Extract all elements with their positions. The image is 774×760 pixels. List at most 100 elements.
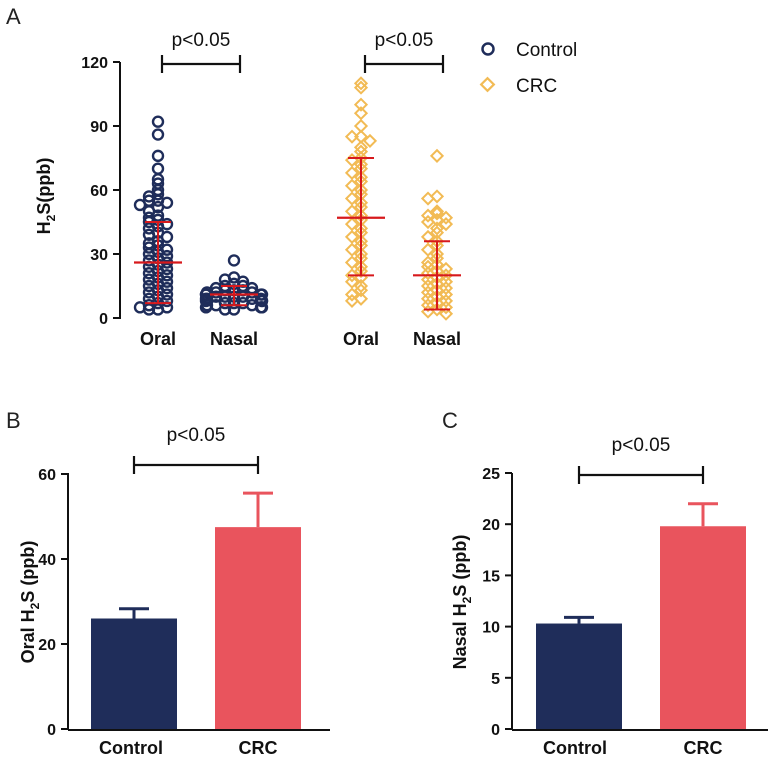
- data-point-crc: [420, 229, 436, 245]
- data-point-crc: [353, 106, 369, 121]
- panel-c-letter: C: [442, 408, 458, 433]
- panel-a-category-label: Nasal: [413, 329, 461, 349]
- data-point-crc: [344, 178, 360, 193]
- panel-c-bars: [536, 502, 746, 729]
- data-point-crc: [429, 225, 445, 240]
- data-point-control: [133, 198, 147, 212]
- data-point-control: [227, 254, 241, 267]
- data-point-crc: [362, 133, 378, 149]
- data-point-control: [151, 162, 165, 175]
- data-point-crc: [344, 229, 360, 245]
- panel-b-letter: B: [6, 408, 21, 433]
- data-point-crc: [344, 242, 360, 257]
- data-point-crc: [420, 242, 436, 257]
- data-point-crc: [438, 306, 454, 321]
- data-point-crc: [344, 217, 360, 232]
- panel-c-y-ticks: 0 5 10 15 20 25: [482, 466, 512, 739]
- data-point-crc: [344, 165, 360, 181]
- data-point-crc: [353, 174, 369, 189]
- panel-b-bars: [91, 491, 301, 729]
- panel-a-y-axis-label: H2S(ppb): [34, 158, 58, 235]
- panel-c-comparison: p<0.05: [577, 435, 705, 484]
- y-tick-label: 25: [482, 466, 500, 483]
- data-point-crc: [353, 80, 369, 95]
- panel-b-y-axis-label: Oral H2S (ppb): [18, 541, 42, 664]
- y-tick-label: 10: [482, 620, 500, 637]
- p-value-label: p<0.05: [375, 30, 434, 51]
- panel-a-points: [133, 76, 454, 321]
- legend-label-control: Control: [516, 40, 577, 61]
- data-point-crc: [353, 251, 369, 266]
- y-tick-label: 90: [90, 119, 108, 136]
- bar-control: [91, 618, 177, 729]
- data-point-crc: [353, 199, 369, 215]
- data-point-crc: [353, 225, 369, 240]
- data-point-crc: [353, 187, 369, 202]
- data-point-crc: [344, 255, 360, 270]
- bar-control: [536, 623, 622, 729]
- panel-a-error-bars: [134, 157, 461, 311]
- y-tick-label: 15: [482, 568, 500, 585]
- data-point-crc: [344, 129, 360, 144]
- data-point-control: [142, 303, 156, 316]
- y-tick-label: 0: [491, 722, 500, 739]
- y-tick-label: 60: [90, 183, 108, 200]
- panel-a-category-label: Oral: [343, 329, 379, 349]
- y-tick-label: 20: [38, 637, 56, 654]
- panel-b-category-label: CRC: [239, 738, 278, 758]
- circle-icon: [481, 42, 495, 56]
- y-tick-label: 30: [90, 247, 108, 264]
- data-point-control: [199, 301, 213, 314]
- panel-a-comparisons: p<0.05 p<0.05: [160, 30, 445, 73]
- data-point-crc: [420, 214, 436, 230]
- p-value-label: p<0.05: [612, 435, 671, 456]
- data-point-control: [255, 294, 269, 308]
- panel-a-category-label: Oral: [140, 329, 176, 349]
- panel-c: C Nasal H2S (ppb) 0 5 10 15 20 25 p<0.05 Cont…: [442, 408, 768, 758]
- legend-label-crc: CRC: [516, 76, 557, 97]
- bar-crc: [215, 527, 301, 729]
- data-point-crc: [353, 283, 369, 298]
- data-point-crc: [344, 191, 360, 206]
- data-point-crc: [344, 274, 360, 289]
- panel-b-comparison: p<0.05: [132, 425, 260, 474]
- panel-a-y-ticks: 0 30 60 90 120: [81, 55, 120, 328]
- data-point-control: [142, 228, 156, 242]
- y-tick-label: 60: [38, 467, 56, 484]
- panel-a-category-label: Nasal: [210, 329, 258, 349]
- data-point-crc: [438, 217, 454, 232]
- panel-c-category-label: CRC: [684, 738, 723, 758]
- data-point-crc: [429, 148, 445, 163]
- data-point-control: [151, 128, 165, 141]
- data-point-crc: [344, 293, 360, 309]
- data-point-crc: [420, 191, 436, 206]
- y-tick-label: 0: [47, 722, 56, 739]
- bar-crc: [660, 526, 746, 729]
- data-point-crc: [353, 118, 369, 134]
- y-tick-label: 5: [491, 671, 500, 688]
- data-point-control: [255, 301, 269, 314]
- y-tick-label: 20: [482, 517, 500, 534]
- p-value-label: p<0.05: [167, 425, 226, 446]
- y-tick-label: 0: [99, 311, 108, 328]
- panel-c-y-axis-label: Nasal H2S (ppb): [450, 535, 474, 670]
- data-point-crc: [353, 161, 369, 176]
- data-point-crc: [429, 238, 445, 253]
- data-point-crc: [429, 204, 445, 219]
- p-value-label: p<0.05: [172, 30, 231, 51]
- panel-a-legend: Control CRC: [479, 40, 577, 97]
- data-point-crc: [353, 97, 369, 112]
- y-tick-label: 40: [38, 552, 56, 569]
- data-point-control: [151, 115, 165, 128]
- data-point-crc: [353, 129, 369, 144]
- diamond-icon: [479, 76, 496, 93]
- data-point-crc: [344, 204, 360, 219]
- y-tick-label: 120: [81, 55, 108, 72]
- panel-a-letter: A: [6, 4, 21, 29]
- data-point-crc: [353, 238, 369, 253]
- panel-b-category-label: Control: [99, 738, 163, 758]
- data-point-control: [151, 149, 165, 163]
